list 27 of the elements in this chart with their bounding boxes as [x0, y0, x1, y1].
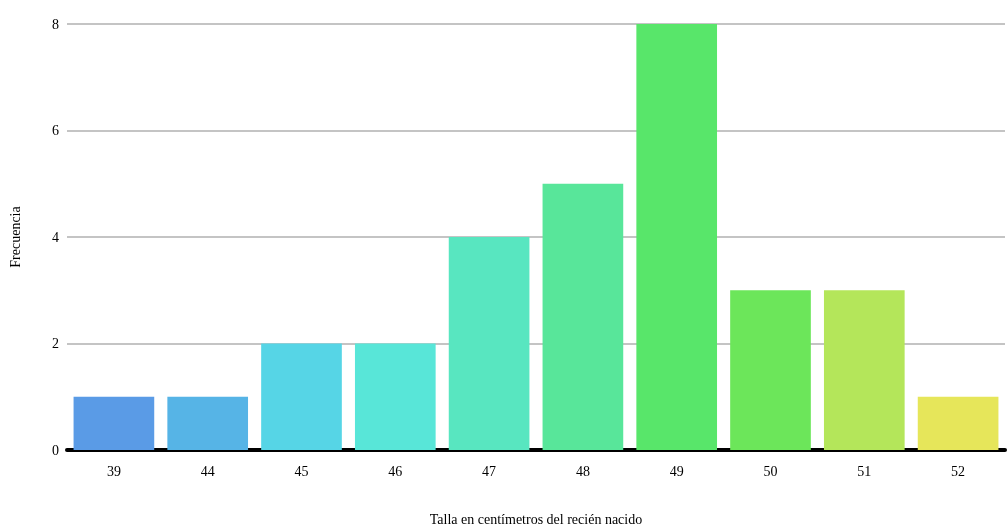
y-tick-label: 6 — [52, 123, 59, 138]
x-axis-title: Talla en centímetros del recién nacido — [429, 511, 643, 527]
x-tick-label: 44 — [200, 463, 215, 479]
bar — [730, 290, 811, 450]
x-tick-label: 47 — [482, 463, 497, 479]
x-tick-label: 39 — [106, 463, 121, 479]
y-axis-title: Frecuencia — [7, 205, 23, 268]
bar — [73, 396, 155, 450]
x-tick-label: 50 — [763, 463, 778, 479]
bar — [261, 343, 342, 450]
bar — [167, 396, 249, 450]
x-tick-label: 45 — [294, 463, 309, 479]
x-tick-label: 49 — [669, 463, 684, 479]
bar — [823, 290, 905, 450]
y-tick-label: 2 — [52, 336, 59, 351]
x-tick-label: 46 — [388, 463, 403, 479]
x-tick-label: 51 — [857, 463, 872, 479]
x-tick-label: 52 — [951, 463, 966, 479]
bar — [542, 183, 624, 450]
bar — [354, 343, 436, 450]
y-tick-label: 8 — [52, 16, 59, 32]
x-tick-label: 48 — [575, 463, 590, 479]
bar — [636, 24, 718, 450]
bar — [448, 237, 530, 450]
y-tick-label: 4 — [52, 229, 59, 245]
y-tick-label: 0 — [52, 442, 59, 458]
bar — [917, 396, 999, 450]
